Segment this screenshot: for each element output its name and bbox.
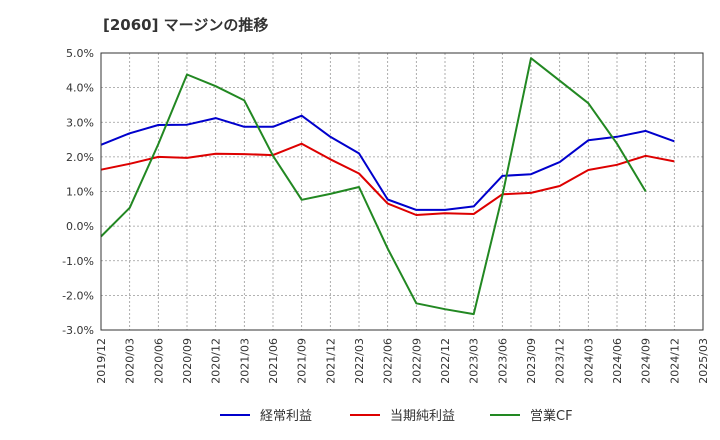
legend-label-0: 経常利益 — [260, 409, 312, 424]
series-lines — [100, 57, 675, 316]
x-tick-label: 2023/12 — [554, 338, 567, 384]
x-axis: 2019/12 2020/03 2020/06 2020/09 2020/12 2021/… — [95, 338, 710, 384]
series-line-2 — [100, 57, 647, 316]
chart-title: [2060] マージンの推移 — [103, 16, 269, 34]
y-tick-label: 5.0% — [66, 47, 94, 60]
y-tick-label: 3.0% — [66, 116, 94, 129]
x-tick-label: 2021/06 — [267, 338, 280, 384]
x-tick-label: 2020/09 — [181, 338, 194, 384]
x-tick-label: 2020/03 — [124, 338, 137, 384]
y-tick-label: -2.0% — [62, 289, 94, 302]
x-tick-label: 2024/03 — [582, 338, 595, 384]
y-tick-label: -1.0% — [62, 255, 94, 268]
x-tick-label: 2019/12 — [95, 338, 108, 384]
y-tick-label: 4.0% — [66, 82, 94, 95]
x-tick-label: 2025/03 — [697, 338, 710, 384]
x-tick-label: 2022/06 — [382, 338, 395, 384]
y-tick-label: 1.0% — [66, 186, 94, 199]
x-tick-label: 2024/09 — [640, 338, 653, 384]
y-tick-label: -3.0% — [62, 324, 94, 337]
legend-label-2: 営業CF — [530, 408, 573, 424]
x-tick-label: 2020/06 — [152, 338, 165, 384]
x-tick-label: 2024/12 — [668, 338, 681, 384]
x-tick-label: 2021/09 — [296, 338, 309, 384]
series-line-1 — [100, 142, 675, 216]
x-tick-label: 2022/09 — [410, 338, 423, 384]
x-tick-label: 2021/03 — [238, 338, 251, 384]
plot-area-border — [100, 52, 704, 331]
series-line-0 — [100, 114, 675, 211]
x-tick-label: 2022/12 — [439, 338, 452, 384]
legend-label-1: 当期純利益 — [390, 409, 455, 424]
x-tick-label: 2023/09 — [525, 338, 538, 384]
x-tick-label: 2024/06 — [611, 338, 624, 384]
x-tick-label: 2023/03 — [468, 338, 481, 384]
x-tick-label: 2023/06 — [496, 338, 509, 384]
y-axis: 5.0% 4.0% 3.0% 2.0% 1.0% 0.0% -1.0% -2.0% -3.0% — [62, 47, 94, 337]
x-tick-label: 2020/12 — [210, 338, 223, 384]
x-tick-label: 2022/03 — [353, 338, 366, 384]
legend: 経常利益 当期純利益 営業CF — [220, 408, 573, 424]
y-tick-label: 2.0% — [66, 151, 94, 164]
y-tick-label: 0.0% — [66, 220, 94, 233]
x-tick-label: 2021/12 — [324, 338, 337, 384]
